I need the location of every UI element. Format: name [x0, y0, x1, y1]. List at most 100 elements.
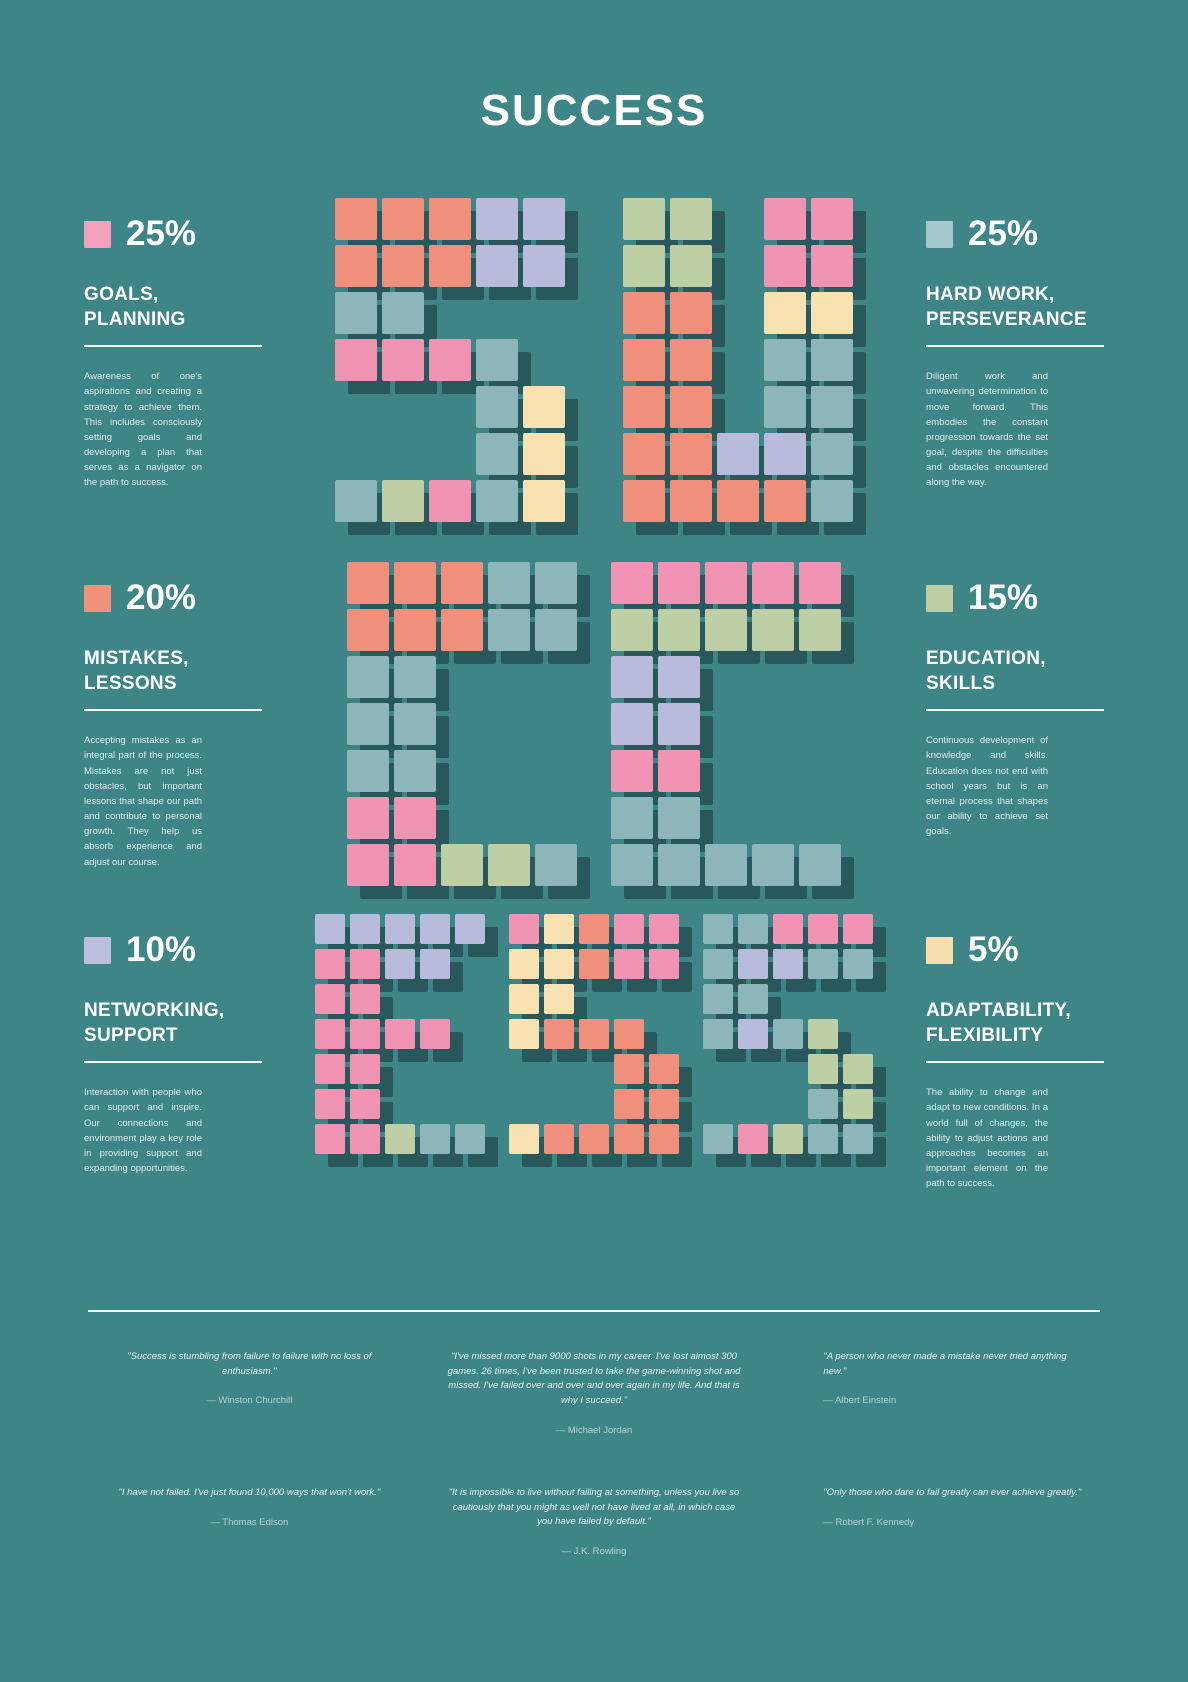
percent-value: 5% [968, 930, 1019, 969]
letters-row-1 [286, 198, 902, 522]
tile-empty [488, 656, 530, 698]
letter-tile [703, 1124, 733, 1154]
letter-tile [382, 480, 424, 522]
mosaic-letter-U-1-2 [623, 198, 853, 522]
quote-author: — Thomas Edison [210, 1516, 289, 1528]
quote-edison: "I have not failed. I've just found 10,0… [100, 1486, 399, 1557]
letter-tile [764, 386, 806, 428]
section-title: GOALS, PLANNING [84, 284, 186, 331]
letter-tile [394, 750, 436, 792]
letter-tile [843, 949, 873, 979]
letter-tile [579, 949, 609, 979]
tile-empty [544, 1089, 574, 1119]
letter-tile [347, 703, 389, 745]
tile-empty [509, 1054, 539, 1084]
letter-tile [382, 198, 424, 240]
letter-tile [738, 984, 768, 1014]
tile-empty [752, 797, 794, 839]
letter-tile [476, 386, 518, 428]
tile-empty [488, 703, 530, 745]
legend-color-swatch [84, 936, 111, 964]
letter-tile [811, 386, 853, 428]
legend-entry: 25% [926, 214, 1104, 254]
letter-tile [488, 562, 530, 604]
section-goals-planning: 25% GOALS, PLANNING Awareness of one's a… [84, 198, 262, 491]
quote-author: — Albert Einstein [823, 1395, 897, 1407]
letter-tile [611, 609, 653, 651]
letter-tile [315, 1089, 345, 1119]
tile-empty [455, 1054, 485, 1084]
tile-empty [808, 984, 838, 1014]
letter-tile [811, 480, 853, 522]
quotes-grid: "Success is stumbling from failure to fa… [0, 1312, 1188, 1557]
percent-value: 20% [126, 578, 197, 617]
tile-empty [535, 797, 577, 839]
letter-tile [658, 750, 700, 792]
quote-text: "It is impossible to live without failin… [448, 1486, 740, 1528]
tile-empty [509, 1089, 539, 1119]
section-title: MISTAKES, LESSONS [84, 648, 189, 695]
letter-tile [658, 703, 700, 745]
letter-tile [535, 609, 577, 651]
letter-tile [347, 844, 389, 886]
quote-text: "I've missed more than 9000 shots in my … [447, 1351, 741, 1407]
letter-tile [429, 198, 471, 240]
mosaic-letter-S-1-1 [335, 198, 565, 522]
letter-tile [623, 198, 665, 240]
letter-tile [808, 1089, 838, 1119]
letter-tile [544, 984, 574, 1014]
section-title: HARD WORK, PERSEVERANCE [926, 284, 1087, 331]
tile-empty [717, 292, 759, 334]
tile-empty [455, 984, 485, 1014]
letter-tile [509, 914, 539, 944]
letter-tile [614, 1019, 644, 1049]
letter-tile [523, 480, 565, 522]
letter-tile [509, 949, 539, 979]
letter-tile [315, 1124, 345, 1154]
letters-row-2 [286, 562, 902, 886]
letter-tile [670, 339, 712, 381]
letter-tile [703, 914, 733, 944]
letter-tile [670, 480, 712, 522]
quote-author: — Robert F. Kennedy [823, 1516, 915, 1528]
letter-tile [670, 433, 712, 475]
letter-tile [420, 914, 450, 944]
percent-value: 15% [968, 578, 1039, 617]
tile-empty [476, 292, 518, 334]
section-title: EDUCATION, SKILLS [926, 648, 1046, 695]
letter-tile [658, 609, 700, 651]
letter-tile [441, 609, 483, 651]
letter-tile [611, 797, 653, 839]
percent-value: 25% [968, 214, 1039, 253]
section-title: NETWORKING, SUPPORT [84, 1000, 225, 1047]
tile-empty [441, 797, 483, 839]
letter-tile [649, 949, 679, 979]
letter-tile [703, 1019, 733, 1049]
section-rule [926, 709, 1104, 712]
mosaic-letter-C-2-2 [611, 562, 841, 886]
letter-tile [611, 656, 653, 698]
section-body: The ability to change and adapt to new c… [926, 1087, 1048, 1190]
tile-empty [385, 1054, 415, 1084]
legend-entry: 25% [84, 214, 262, 254]
section-mistakes-lessons: 20% MISTAKES, LESSONS Accepting mistakes… [84, 562, 262, 870]
letter-tile [811, 198, 853, 240]
letters-row-3 [286, 914, 902, 1154]
quote-text: "A person who never made a mistake never… [823, 1351, 1067, 1377]
tile-empty [843, 984, 873, 1014]
tile-empty [773, 1054, 803, 1084]
letter-tile [649, 1124, 679, 1154]
tile-empty [455, 949, 485, 979]
letter-tile [476, 245, 518, 287]
letter-tile [773, 949, 803, 979]
letter-tile [441, 562, 483, 604]
letter-tile [455, 1124, 485, 1154]
tile-empty [705, 797, 747, 839]
letter-tile [335, 339, 377, 381]
legend-color-swatch [84, 584, 111, 612]
row-3: 10% NETWORKING, SUPPORT Interaction with… [84, 914, 1104, 1266]
letter-tile [670, 386, 712, 428]
letter-tile [429, 339, 471, 381]
row-1: 25% GOALS, PLANNING Awareness of one's a… [84, 198, 1104, 562]
letter-tile [623, 386, 665, 428]
